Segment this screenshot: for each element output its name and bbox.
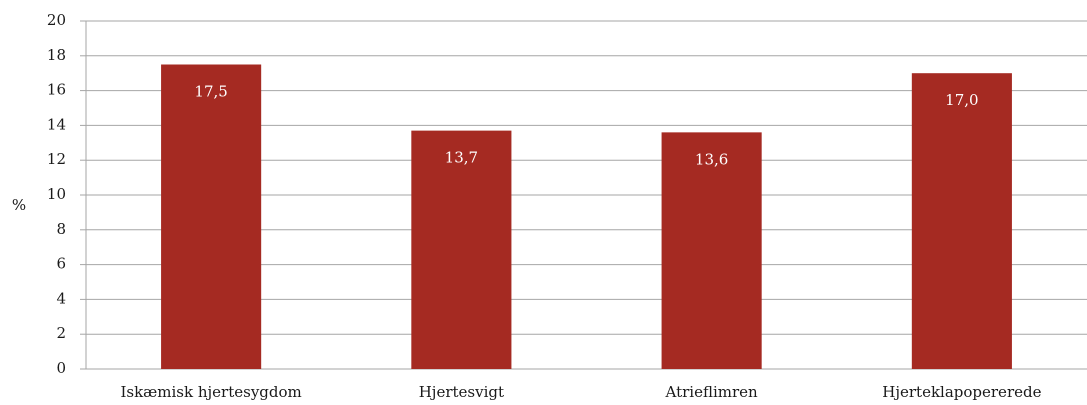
x-category-label: Iskæmisk hjertesygdom — [120, 383, 301, 401]
bar — [661, 132, 762, 369]
bar-value-label: 17,0 — [945, 91, 978, 109]
bar-value-label: 13,7 — [445, 149, 478, 167]
y-tick-label: 2 — [56, 324, 66, 342]
y-tick-label: 14 — [47, 115, 66, 133]
y-tick-label: 16 — [47, 81, 66, 99]
x-category-label: Hjerteklapopererede — [882, 383, 1041, 401]
y-tick-label: 12 — [47, 150, 66, 168]
bar — [411, 130, 512, 369]
bars: 17,5 13,7 13,6 17,0 — [161, 64, 1012, 369]
y-tick-label: 10 — [47, 185, 66, 203]
x-category-label: Hjertesvigt — [419, 383, 504, 401]
y-tick-label: 18 — [47, 46, 66, 64]
bar — [911, 73, 1012, 369]
bar-value-label: 13,6 — [695, 150, 728, 168]
x-axis-categories: Iskæmisk hjertesygdom Hjertesvigt Atriefli… — [120, 383, 1041, 401]
y-tick-label: 4 — [56, 289, 66, 307]
y-tick-label: 0 — [56, 359, 66, 377]
y-axis-ticks: 0 2 4 6 8 10 12 14 16 18 20 — [47, 11, 86, 377]
bar — [161, 64, 262, 369]
y-axis-title: % — [12, 196, 26, 214]
x-category-label: Atrieflimren — [665, 383, 759, 401]
y-tick-label: 8 — [56, 220, 66, 238]
y-tick-label: 6 — [56, 255, 66, 273]
bar-value-label: 17,5 — [194, 83, 227, 101]
y-tick-label: 20 — [47, 11, 66, 29]
